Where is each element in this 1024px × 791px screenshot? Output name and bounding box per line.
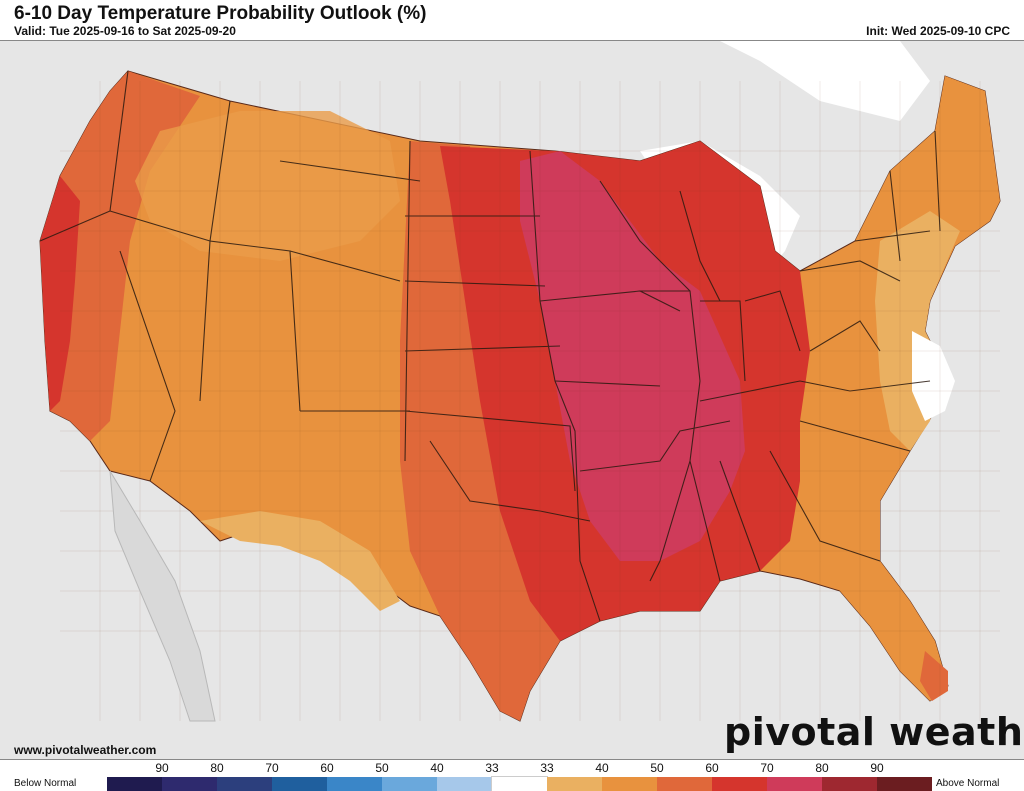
legend-swatch bbox=[877, 777, 932, 791]
legend-tick-label: 40 bbox=[430, 761, 444, 775]
legend-swatch bbox=[822, 777, 877, 791]
brand-logo: pivotal weather bbox=[724, 710, 1024, 754]
legend-below-label: Below Normal bbox=[14, 778, 77, 789]
legend-swatch bbox=[547, 777, 602, 791]
legend-above-label: Above Normal bbox=[936, 778, 1000, 789]
south-florida-red-region bbox=[920, 651, 948, 701]
legend-swatch bbox=[602, 777, 657, 791]
legend-tick-label: 40 bbox=[595, 761, 609, 775]
hudson-bay-water bbox=[720, 41, 930, 121]
legend-swatch bbox=[162, 777, 217, 791]
map-title: 6-10 Day Temperature Probability Outlook… bbox=[14, 3, 427, 24]
county-lines bbox=[60, 81, 1000, 721]
legend-tick-label: 60 bbox=[705, 761, 719, 775]
legend-tick-label: 33 bbox=[485, 761, 499, 775]
legend-tick-label: 90 bbox=[870, 761, 884, 775]
california-coast-high-region bbox=[40, 176, 80, 411]
valid-period: Valid: Tue 2025-09-16 to Sat 2025-09-20 bbox=[14, 24, 236, 38]
southwest-tan-region bbox=[200, 511, 400, 611]
plains-orange-red-region bbox=[400, 141, 560, 721]
legend-tick-label: 70 bbox=[760, 761, 774, 775]
legend-swatch bbox=[107, 777, 162, 791]
us-map bbox=[39, 41, 1001, 722]
map-panel bbox=[0, 40, 1024, 760]
legend-tick-label: 50 bbox=[375, 761, 389, 775]
legend-tick-label: 70 bbox=[265, 761, 279, 775]
legend-tick-label: 80 bbox=[815, 761, 829, 775]
legend-swatch bbox=[491, 776, 548, 791]
legend-tick-label: 50 bbox=[650, 761, 664, 775]
legend-colorbar bbox=[107, 776, 932, 791]
legend-swatch bbox=[712, 777, 767, 791]
legend-tick-label: 60 bbox=[320, 761, 334, 775]
init-time: Init: Wed 2025-09-10 CPC bbox=[866, 24, 1010, 38]
interior-west-light-region bbox=[135, 111, 400, 261]
site-url[interactable]: www.pivotalweather.com bbox=[14, 743, 157, 757]
legend-swatch bbox=[657, 777, 712, 791]
legend-swatch bbox=[767, 777, 822, 791]
carolina-coast-white-region bbox=[912, 331, 955, 421]
legend: 90 80 70 60 50 40 33 33 40 50 60 70 80 90 Below Norma… bbox=[0, 761, 1024, 791]
legend-swatch bbox=[272, 777, 327, 791]
legend-swatch bbox=[382, 777, 437, 791]
legend-swatch bbox=[437, 777, 492, 791]
legend-swatch bbox=[217, 777, 272, 791]
mid-atlantic-tan-region bbox=[875, 211, 960, 451]
legend-tick-label: 90 bbox=[155, 761, 169, 775]
legend-tick-label: 33 bbox=[540, 761, 554, 775]
state-borders bbox=[39, 70, 941, 622]
baja-peninsula bbox=[109, 470, 216, 722]
legend-tick-label: 80 bbox=[210, 761, 224, 775]
legend-swatch bbox=[327, 777, 382, 791]
west-coast-red-region bbox=[40, 71, 200, 441]
header: 6-10 Day Temperature Probability Outlook… bbox=[0, 0, 1024, 40]
